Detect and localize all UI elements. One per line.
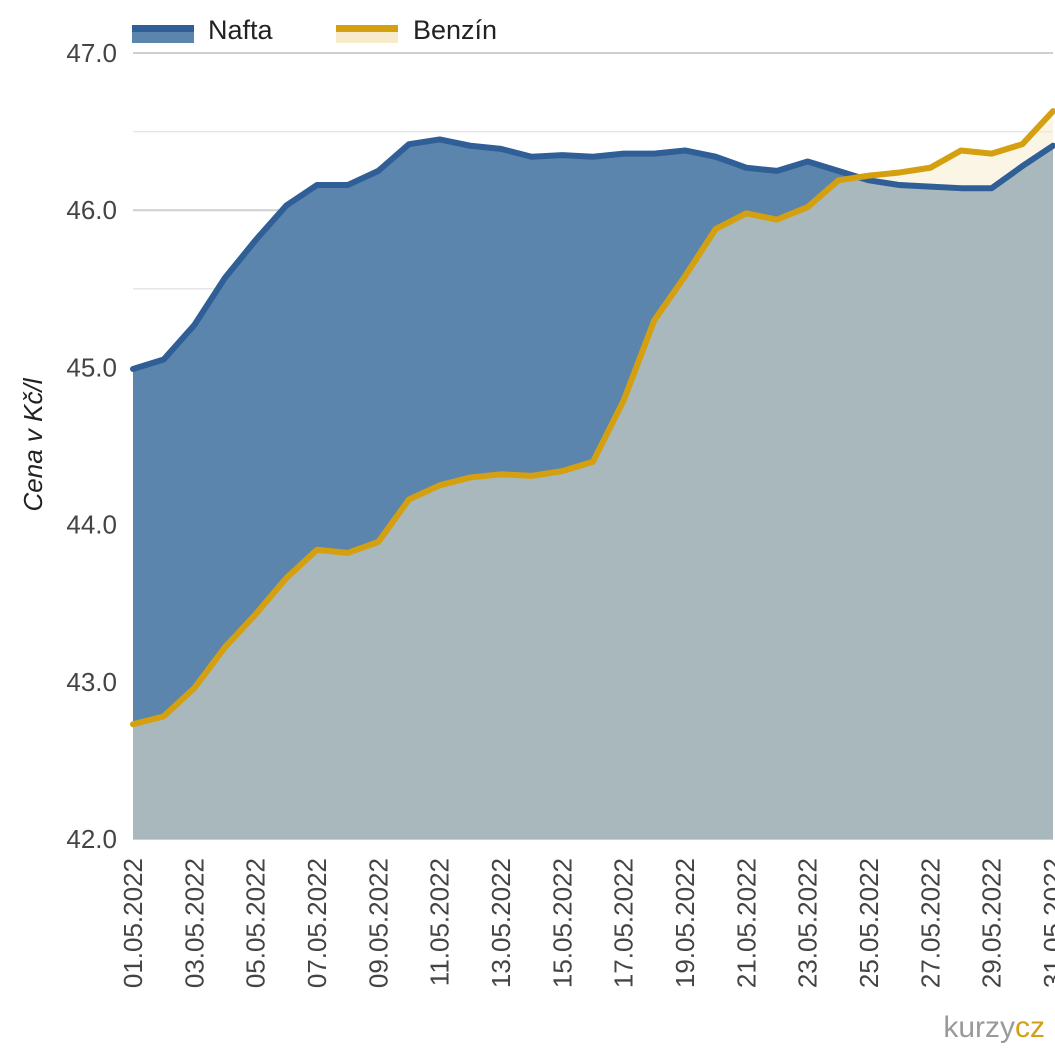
kurzy-cz-watermark: kurzycz <box>943 1011 1045 1044</box>
x-tick-label: 11.05.2022 <box>425 858 455 986</box>
x-tick-label: 31.05.2022 <box>1038 858 1055 988</box>
y-tick-label: 44.0 <box>66 510 117 540</box>
x-tick-label: 05.05.2022 <box>241 858 271 988</box>
x-tick-label: 09.05.2022 <box>363 858 393 988</box>
y-tick-labels: 42.0 43.0 44.0 45.0 46.0 47.0 <box>66 38 117 854</box>
x-tick-label: 07.05.2022 <box>302 858 332 988</box>
legend-item-nafta[interactable]: Nafta <box>132 15 274 45</box>
watermark-part1: kurzy <box>943 1011 1015 1044</box>
legend-swatch-nafta-line <box>132 25 194 32</box>
x-tick-label: 03.05.2022 <box>179 858 209 988</box>
area-benzin <box>133 111 1053 839</box>
x-tick-labels: 01.05.2022 03.05.2022 05.05.2022 07.05.2022… <box>118 858 1055 988</box>
x-tick-label: 17.05.2022 <box>609 858 639 988</box>
y-tick-label: 42.0 <box>66 824 117 854</box>
x-tick-label: 13.05.2022 <box>486 858 516 988</box>
series-lines <box>130 108 1055 728</box>
x-tick-label: 19.05.2022 <box>670 858 700 988</box>
legend-label-nafta: Nafta <box>208 15 274 45</box>
y-tick-label: 46.0 <box>66 195 117 225</box>
y-tick-label: 43.0 <box>66 667 117 697</box>
x-tick-label: 29.05.2022 <box>977 858 1007 988</box>
legend-label-benzin: Benzín <box>413 15 497 45</box>
legend: Nafta Benzín <box>132 15 497 45</box>
x-tick-label: 23.05.2022 <box>793 858 823 988</box>
y-tick-label: 45.0 <box>66 352 117 382</box>
legend-swatch-benzin-line <box>336 25 398 32</box>
svg-text:kurzycz: kurzycz <box>943 1011 1045 1044</box>
legend-item-benzin[interactable]: Benzín <box>336 15 497 45</box>
x-tick-label: 15.05.2022 <box>547 858 577 988</box>
series-areas <box>133 111 1053 839</box>
watermark-part2: cz <box>1015 1011 1045 1044</box>
line-benzin <box>130 108 1055 728</box>
line-nafta <box>130 136 1055 372</box>
y-axis-title: Cena v Kč/l <box>18 377 48 511</box>
y-tick-label: 47.0 <box>66 38 117 68</box>
x-tick-label: 27.05.2022 <box>915 858 945 988</box>
x-tick-label: 01.05.2022 <box>118 858 148 988</box>
x-tick-label: 21.05.2022 <box>731 858 761 988</box>
x-tick-label: 25.05.2022 <box>854 858 884 988</box>
